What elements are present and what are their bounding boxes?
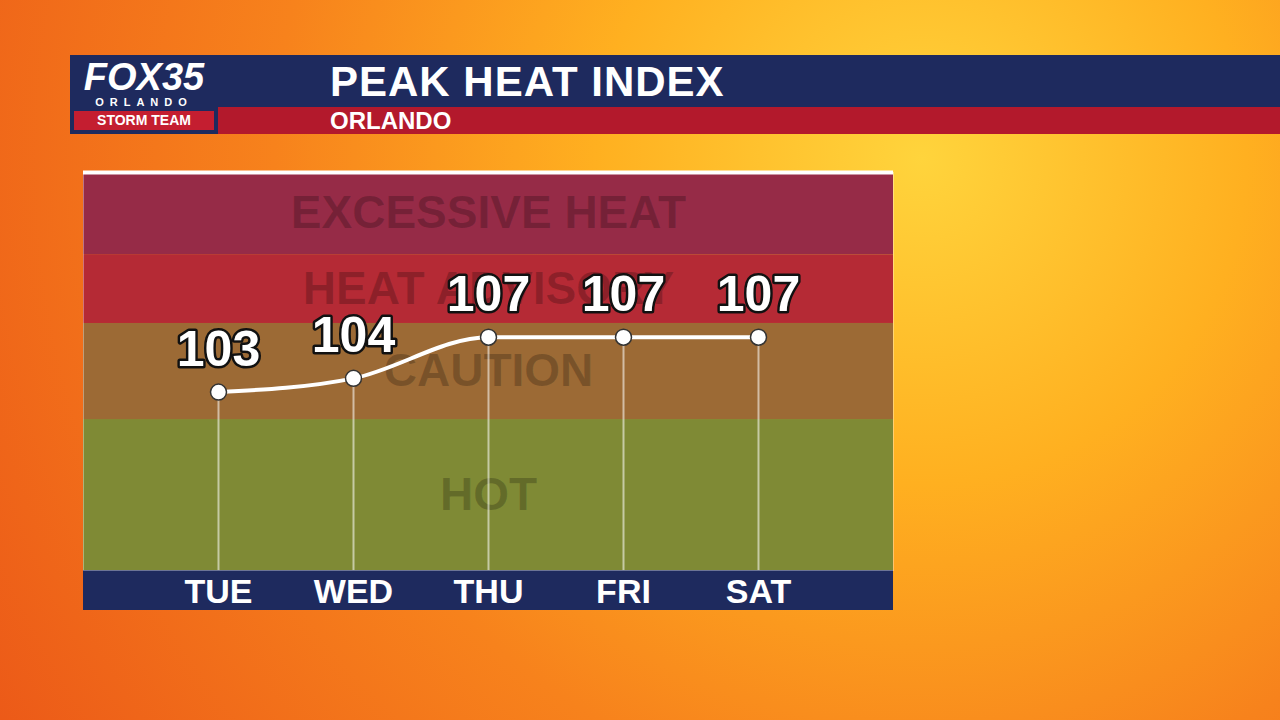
svg-text:TUE: TUE <box>185 572 253 610</box>
svg-text:FRI: FRI <box>596 572 651 610</box>
html-text:PEAK HEAT INDEX: PEAK HEAT INDEX <box>330 58 725 105</box>
svg-text:SAT: SAT <box>726 572 792 610</box>
svg-text:HOT: HOT <box>439 467 538 520</box>
svg-text:EXCESSIVE HEAT: EXCESSIVE HEAT <box>291 186 686 238</box>
html-text:ORLANDO: ORLANDO <box>95 96 193 108</box>
svg-text:THU: THU <box>454 572 524 610</box>
svg-text:107: 107 <box>582 266 665 322</box>
html-text:FOX35: FOX35 <box>83 56 205 98</box>
svg-text:107: 107 <box>447 266 530 322</box>
svg-text:103: 103 <box>177 321 260 377</box>
html-text:ORLANDO: ORLANDO <box>330 107 452 134</box>
svg-text:107: 107 <box>717 266 800 322</box>
svg-text:WED: WED <box>314 572 393 610</box>
svg-text:104: 104 <box>312 307 396 363</box>
svg-text:CAUTION: CAUTION <box>383 344 594 397</box>
html-text:STORM TEAM: STORM TEAM <box>97 112 191 128</box>
